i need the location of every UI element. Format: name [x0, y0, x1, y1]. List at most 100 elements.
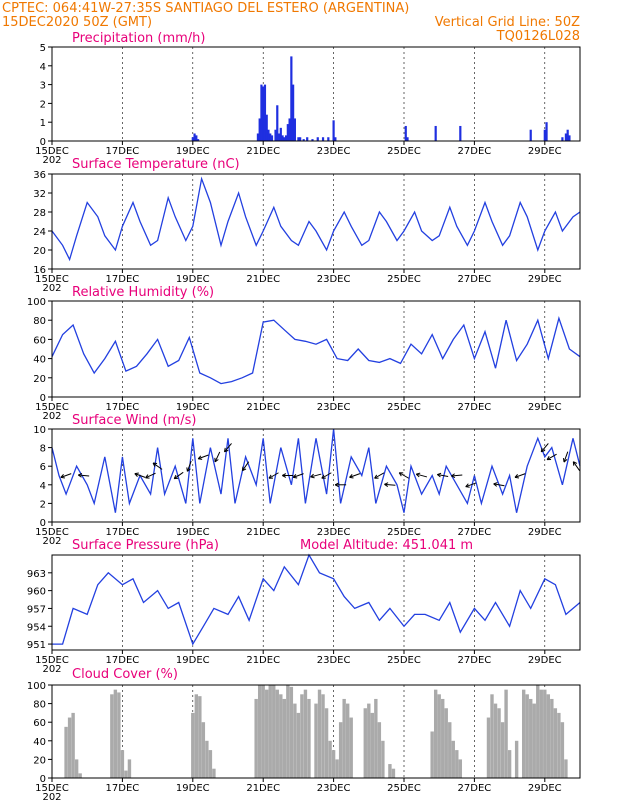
- wind-arrow-shaft: [398, 472, 410, 479]
- wind-arrow-head: [334, 482, 339, 486]
- wind-ytick-label: 8: [40, 444, 46, 455]
- cloud-cover-bar: [433, 689, 438, 778]
- temperature-frame: [51, 173, 581, 270]
- wind-arrow: [173, 471, 184, 480]
- wind-xtick-label: 27DEC: [458, 527, 492, 538]
- wind-arrow-shaft: [572, 461, 581, 471]
- wind-arrow: [292, 473, 304, 479]
- humidity-xtick-label: 29DEC: [528, 402, 562, 413]
- wind-arrow-head: [349, 474, 353, 478]
- cloud-cover-bar: [374, 698, 378, 778]
- wind-arrow-head: [514, 474, 519, 478]
- cloud-cover-frame: [51, 684, 581, 779]
- precipitation-bar: [283, 137, 286, 141]
- humidity-xtick-label: 17DEC: [106, 402, 140, 413]
- precipitation-bar: [195, 135, 198, 141]
- precipitation-bar: [269, 133, 272, 141]
- pressure-xtick-label: 15DEC: [35, 655, 69, 666]
- cloud-cover-bar: [514, 740, 519, 778]
- temperature-title: Surface Temperature (nC): [72, 157, 240, 172]
- wind-arrow-head: [60, 474, 64, 478]
- wind-arrow: [223, 443, 232, 453]
- cloud-cover-bar: [194, 694, 199, 778]
- cloud-cover-xtick-label: 27DEC: [458, 783, 492, 794]
- precipitation-bar: [321, 137, 325, 141]
- wind-arrow-shaft: [152, 462, 163, 470]
- cloud-cover-bar: [507, 750, 512, 778]
- precipitation-ytick-label: 1: [40, 118, 46, 129]
- cloud-cover-bar: [71, 712, 75, 778]
- cloud-cover-bar: [342, 698, 346, 778]
- wind-arrow-shaft: [540, 443, 549, 453]
- humidity-xtick-label: 21DEC: [246, 402, 280, 413]
- wind-arrow-head: [134, 472, 139, 475]
- pressure-frame: [51, 554, 581, 651]
- precipitation-bar: [196, 139, 200, 141]
- precipitation-frame: [51, 46, 581, 142]
- wind-arrow-shaft: [214, 451, 221, 463]
- wind-arrow-head: [415, 473, 420, 478]
- wind-arrow: [374, 472, 385, 479]
- wind-arrow-head: [493, 483, 498, 487]
- precipitation-bar: [316, 137, 319, 141]
- precipitation-bar: [191, 137, 194, 141]
- pressure-xtick-label: 21DEC: [246, 655, 280, 666]
- wind-arrow: [451, 473, 463, 479]
- precipitation-bar: [270, 135, 274, 141]
- wind-arrow: [436, 472, 449, 478]
- header-model-id: TQ0126L028: [496, 29, 580, 44]
- cloud-cover-bar: [444, 708, 448, 778]
- wind-xtick-label: 15DEC: [35, 527, 69, 538]
- cloud-cover-ytick-label: 60: [33, 718, 46, 729]
- precipitation-bar: [256, 133, 260, 141]
- wind-arrow-head: [384, 483, 389, 487]
- pressure-xtick-label: 19DEC: [176, 655, 210, 666]
- wind-arrow-shaft: [493, 483, 505, 487]
- wind-arrow: [514, 473, 526, 479]
- cloud-cover-bar: [430, 731, 434, 778]
- cloud-cover-xtick-label: 17DEC: [106, 783, 140, 794]
- wind-arrow-shaft: [416, 473, 428, 478]
- temperature-xtick-label: 21DEC: [246, 274, 280, 285]
- humidity-frame: [51, 300, 581, 398]
- cloud-cover-bar: [486, 717, 491, 778]
- precipitation-bar: [276, 105, 279, 141]
- wind-arrow-head: [493, 482, 498, 485]
- wind-arrow-shaft: [134, 473, 146, 478]
- wind-arrow: [282, 473, 294, 478]
- wind-arrow: [349, 473, 361, 479]
- precipitation-xtick-label: 27DEC: [458, 146, 492, 157]
- wind-arrow-head: [451, 473, 455, 477]
- cloud-cover-bar: [367, 703, 371, 778]
- precipitation-bar: [288, 118, 291, 141]
- cloud-cover-bar: [532, 703, 536, 778]
- precipitation-xtick-label: 25DEC: [387, 146, 421, 157]
- cloud-cover-xtick-label: 19DEC: [176, 783, 210, 794]
- wind-arrow-head: [310, 476, 315, 479]
- temperature-ytick-label: 20: [33, 246, 46, 257]
- cloud-cover-bar: [525, 694, 529, 778]
- cloud-cover-bar: [67, 717, 72, 778]
- wind-arrow-shaft: [384, 483, 396, 486]
- wind-arrow: [241, 461, 250, 472]
- wind-arrow-shaft: [60, 473, 72, 478]
- precipitation-bar: [277, 133, 281, 141]
- wind-arrow-head: [134, 473, 138, 477]
- precipitation-bar: [334, 137, 337, 141]
- pressure-xtick-label: 17DEC: [106, 655, 140, 666]
- temperature-xtick-label: 23DEC: [317, 274, 351, 285]
- cloud-cover-bar: [564, 759, 568, 778]
- wind-arrow: [145, 472, 156, 479]
- wind-arrow-head: [416, 472, 421, 475]
- wind-arrow-head: [465, 483, 469, 488]
- wind-arrow-shaft: [78, 474, 90, 477]
- cloud-cover-bar: [268, 685, 272, 778]
- precipitation-xtick-label: 19DEC: [176, 146, 210, 157]
- cloud-cover-xtick-label: 29DEC: [528, 783, 562, 794]
- wind-arrow-head: [214, 459, 219, 463]
- wind-arrow: [562, 451, 569, 463]
- precipitation-xtick-label: 17DEC: [106, 146, 140, 157]
- precipitation-year-fragment: 202: [42, 155, 61, 166]
- cloud-cover-bar: [331, 750, 336, 778]
- precipitation-bar: [260, 84, 263, 141]
